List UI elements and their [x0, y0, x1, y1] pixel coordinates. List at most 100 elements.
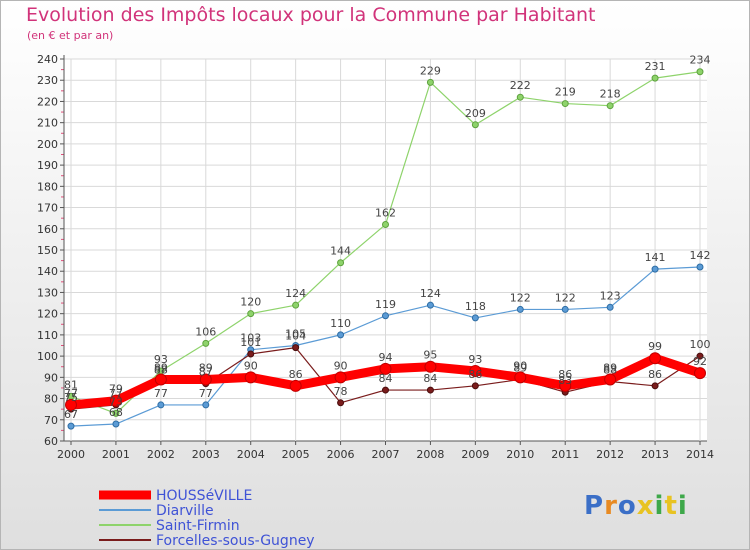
data-label-forcelles-sous-gugney-2011: 83	[558, 374, 572, 387]
point-houss-ville-2009	[469, 364, 482, 377]
point-saint-firmin-2007	[382, 221, 389, 229]
x-tick-label-2012: 2012	[596, 448, 624, 461]
point-forcelles-sous-gugney-2004	[247, 350, 255, 358]
point-diarville-2008	[426, 301, 434, 309]
y-tick-label-210: 210	[37, 117, 58, 130]
logo-letter: i	[677, 491, 688, 521]
point-forcelles-sous-gugney-2008	[426, 386, 434, 394]
data-label-saint-firmin-2001: 73	[109, 395, 123, 408]
x-tick-label-2001: 2001	[102, 448, 130, 461]
y-tick-label-60: 60	[44, 435, 58, 448]
x-tick-label-2008: 2008	[416, 448, 444, 461]
y-tick-label-200: 200	[37, 138, 58, 151]
data-label-houss-ville-2003: 89	[199, 361, 213, 374]
data-label-diarville-2000: 67	[64, 408, 78, 421]
y-tick-label-240: 240	[37, 53, 58, 66]
point-houss-ville-2007	[379, 362, 392, 375]
data-label-houss-ville-2007: 94	[379, 351, 393, 364]
point-saint-firmin-2005	[292, 301, 300, 309]
legend-label-saint-firmin: Saint-Firmin	[156, 518, 240, 534]
data-label-diarville-2002: 77	[154, 387, 168, 400]
data-label-forcelles-sous-gugney-2003: 87	[199, 366, 213, 379]
data-label-houss-ville-2014: 92	[693, 355, 707, 368]
x-tick-label-2006: 2006	[327, 448, 355, 461]
y-tick-label-140: 140	[37, 265, 58, 278]
y-tick-label-80: 80	[44, 393, 58, 406]
point-houss-ville-2013	[649, 352, 662, 365]
data-label-diarville-2005: 105	[285, 328, 306, 341]
data-label-forcelles-sous-gugney-2007: 84	[379, 372, 393, 385]
y-tick-label-70: 70	[44, 414, 58, 427]
logo-letter: t	[664, 491, 678, 521]
point-diarville-2013	[651, 265, 659, 273]
data-label-diarville-2001: 68	[109, 406, 123, 419]
data-label-forcelles-sous-gugney-2006: 78	[334, 385, 348, 398]
point-saint-firmin-2012	[606, 102, 614, 110]
data-label-houss-ville-2004: 90	[244, 359, 258, 372]
data-label-houss-ville-2006: 90	[334, 359, 348, 372]
data-label-forcelles-sous-gugney-2009: 86	[468, 368, 482, 381]
point-saint-firmin-2004	[247, 310, 255, 318]
data-label-forcelles-sous-gugney-2004: 101	[240, 336, 261, 349]
data-label-saint-firmin-2012: 218	[600, 88, 621, 101]
legend-label-forcelles-sous-gugney: Forcelles-sous-Gugney	[156, 533, 315, 549]
data-label-houss-ville-2012: 89	[603, 361, 617, 374]
data-label-saint-firmin-2013: 231	[645, 60, 666, 73]
data-label-diarville-2009: 118	[465, 300, 486, 313]
data-label-diarville-2007: 119	[375, 298, 396, 311]
point-diarville-2010	[516, 305, 524, 313]
data-label-saint-firmin-2005: 124	[285, 287, 306, 300]
point-diarville-2012	[606, 303, 614, 311]
point-diarville-2006	[337, 331, 345, 339]
point-forcelles-sous-gugney-2014	[696, 352, 704, 360]
point-forcelles-sous-gugney-2013	[651, 382, 659, 390]
point-diarville-2001	[112, 420, 120, 428]
point-diarville-2002	[157, 401, 165, 409]
point-saint-firmin-2009	[471, 121, 479, 129]
data-label-forcelles-sous-gugney-2008: 84	[423, 372, 437, 385]
point-houss-ville-2004	[244, 371, 257, 384]
data-label-forcelles-sous-gugney-2013: 86	[648, 368, 662, 381]
x-tick-label-2003: 2003	[192, 448, 220, 461]
point-houss-ville-2014	[694, 367, 706, 380]
point-houss-ville-2005	[289, 379, 302, 392]
legend-label-diarville: Diarville	[156, 503, 214, 519]
data-label-saint-firmin-2002: 93	[154, 353, 168, 366]
data-label-forcelles-sous-gugney-2005: 104	[285, 330, 306, 343]
data-label-houss-ville-2011: 86	[558, 368, 572, 381]
point-forcelles-sous-gugney-2006	[337, 399, 345, 407]
data-label-diarville-2006: 110	[330, 317, 351, 330]
data-label-forcelles-sous-gugney-2002: 88	[154, 364, 168, 377]
data-label-saint-firmin-2004: 120	[240, 296, 261, 309]
data-label-diarville-2013: 141	[645, 251, 666, 264]
point-diarville-2011	[561, 305, 569, 313]
point-houss-ville-2000	[65, 398, 77, 411]
data-label-forcelles-sous-gugney-2001: 77	[109, 387, 123, 400]
y-tick-label-130: 130	[37, 286, 58, 299]
data-label-diarville-2014: 142	[690, 249, 711, 262]
point-houss-ville-2006	[334, 371, 347, 384]
point-houss-ville-2003	[199, 373, 212, 386]
data-label-forcelles-sous-gugney-2010: 89	[513, 361, 527, 374]
data-label-houss-ville-2013: 99	[648, 340, 662, 353]
data-label-forcelles-sous-gugney-2012: 88	[603, 364, 617, 377]
point-diarville-2007	[382, 312, 389, 320]
data-label-saint-firmin-2014: 234	[690, 54, 711, 67]
data-label-diarville-2010: 122	[510, 291, 531, 304]
data-label-houss-ville-2001: 79	[109, 383, 123, 396]
point-saint-firmin-2010	[516, 93, 524, 101]
y-tick-label-90: 90	[44, 371, 58, 384]
data-label-forcelles-sous-gugney-2014: 100	[690, 338, 711, 351]
data-label-saint-firmin-2009: 209	[465, 107, 486, 120]
y-tick-label-220: 220	[37, 95, 58, 108]
data-label-diarville-2003: 77	[199, 387, 213, 400]
logo-letter: r	[604, 491, 618, 521]
point-saint-firmin-2003	[202, 339, 210, 347]
y-tick-label-150: 150	[37, 244, 58, 257]
data-label-diarville-2004: 103	[240, 332, 261, 345]
point-saint-firmin-2008	[426, 78, 434, 86]
point-forcelles-sous-gugney-2007	[382, 386, 389, 394]
data-label-saint-firmin-2006: 144	[330, 245, 351, 258]
data-label-saint-firmin-2007: 162	[375, 207, 396, 220]
